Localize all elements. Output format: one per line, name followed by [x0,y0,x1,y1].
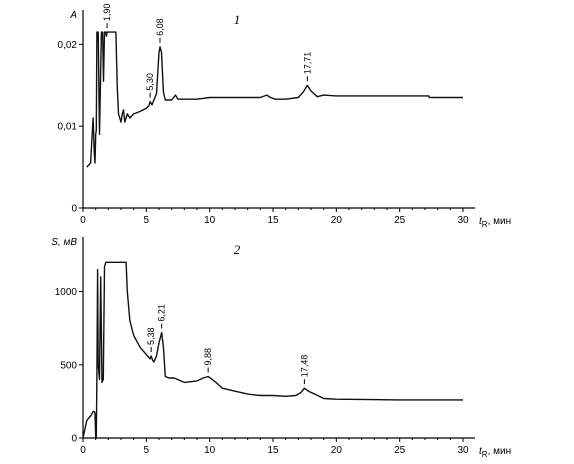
y-tick-label: 1000 [55,287,78,298]
x-tick-label: 5 [144,215,150,226]
chart-panel-2: 0 5 10 15 20 25 30 0 500 1000 S, мВ tR, мин 2 5,386,2… [51,237,511,459]
y-tick-label: 0,02 [58,40,78,51]
x-axis-label: tR, мин [479,216,511,229]
x-tick-label: 0 [80,215,86,226]
x-tick-label: 15 [267,215,279,226]
y-tick-label: 0,01 [58,122,78,133]
peak-label: 6,21 [157,304,167,322]
panel-number-label: 2 [234,242,241,257]
peak-label: 5,30 [145,73,155,91]
x-tick-label: 20 [331,215,343,226]
peak-label: 1,90 [102,4,112,22]
x-tick-label: 25 [394,445,406,456]
y-axis-label: A [69,10,77,21]
x-tick-label: 30 [457,215,469,226]
x-tick-label: 10 [204,215,216,226]
peak-label: 5,38 [146,327,156,345]
y-tick-label: 0 [71,434,77,445]
x-tick-label: 25 [394,215,406,226]
x-tick-label: 30 [457,445,469,456]
x-tick-label: 15 [267,445,279,456]
peak-label: 17,71 [302,52,312,75]
peak-label: 6,08 [155,18,165,36]
chromatogram-trace [82,261,463,439]
peak-label: 17,48 [299,355,309,378]
y-tick-label: 0 [71,204,77,215]
chromatogram-trace [86,31,463,168]
chart-panel-1: 0 5 10 15 20 25 30 0 0,01 0,02 AtR, мин 1 1,90 5,30 6,… [58,4,512,229]
x-tick-label: 20 [331,445,343,456]
y-axis-label: S, мВ [51,237,77,248]
peak-label: 9,88 [203,348,213,366]
panel-number-label: 1 [234,12,241,27]
x-tick-label: 5 [144,445,150,456]
x-axis-label: tR, мин [479,446,511,459]
y-tick-label: 500 [60,360,77,371]
x-tick-label: 10 [204,445,216,456]
x-tick-label: 0 [80,445,86,456]
